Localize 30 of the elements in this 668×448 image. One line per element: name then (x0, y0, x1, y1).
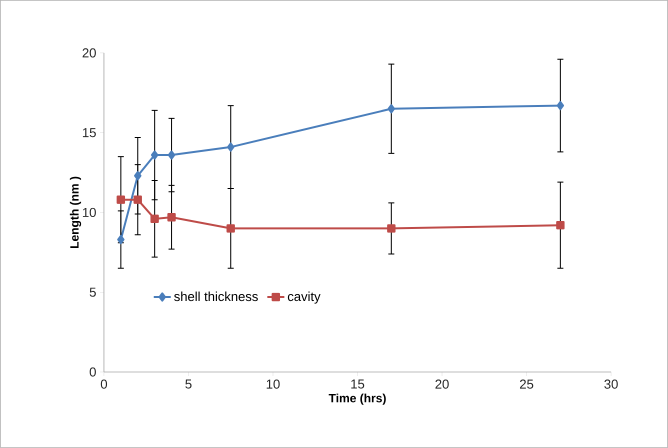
x-axis-title: Time (hrs) (328, 394, 386, 405)
point (167, 213, 176, 222)
point (134, 171, 142, 180)
legend-label: shell thickness (174, 292, 258, 302)
point (116, 196, 126, 204)
y-tick-label: 10 (82, 208, 96, 218)
y-axis-title: Length (nm ) (70, 176, 82, 248)
point (134, 196, 142, 204)
point (226, 224, 235, 233)
y-tick-label: 5 (90, 288, 96, 297)
point (150, 214, 159, 224)
point (117, 235, 125, 244)
x-tick-label: 25 (520, 380, 534, 389)
point (150, 150, 158, 160)
x-tick-label: 15 (351, 380, 364, 389)
x-tick-label: 0 (100, 380, 108, 389)
x-tick-label: 10 (266, 380, 280, 389)
x-tick-label: 30 (604, 380, 618, 389)
point (556, 100, 564, 110)
point (227, 142, 234, 152)
legend-label: cavity (288, 292, 321, 304)
y-tick-label: 0 (90, 367, 96, 377)
y-tick-label: 15 (82, 128, 96, 138)
y-tick-label: 20 (82, 48, 96, 58)
point (168, 150, 176, 160)
point (388, 104, 396, 114)
x-tick-label: 5 (185, 380, 192, 389)
x-tick-label: 20 (435, 380, 449, 389)
point (556, 221, 565, 230)
point (387, 224, 396, 233)
